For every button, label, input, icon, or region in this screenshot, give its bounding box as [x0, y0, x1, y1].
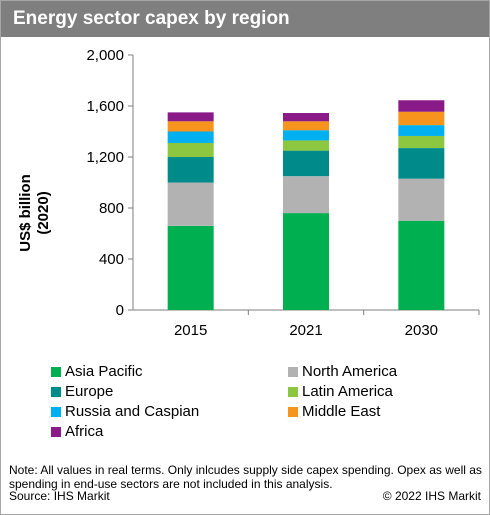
bar-segment: [283, 150, 329, 177]
chart-title: Energy sector capex by region: [13, 8, 290, 29]
legend-swatch: [51, 406, 61, 417]
bar-segment: [167, 131, 214, 143]
y-tick-label: 0: [116, 302, 124, 319]
bar-segment: [283, 140, 329, 151]
chart-plot: US$ billion (2020) 0 400 800 1,200 1,600 2,00…: [17, 47, 480, 339]
legend-item: Africa: [51, 423, 103, 440]
legend-label: Europe: [65, 383, 114, 400]
x-tick-label: 2015: [174, 322, 207, 339]
legend-item: Europe: [51, 383, 113, 400]
bar-segment: [398, 178, 445, 221]
bar-segment: [398, 135, 445, 149]
x-tick-label: 2021: [289, 322, 322, 339]
legend-item: North America: [288, 363, 397, 380]
bar-segment: [283, 130, 329, 141]
legend-swatch: [288, 406, 298, 417]
y-axis-label-line1: US$ billion: [17, 174, 34, 252]
y-tick-label: 1,600: [86, 98, 124, 115]
bar-segment: [167, 225, 214, 310]
source-row: Source: IHS Markit © 2022 IHS Markit: [9, 489, 481, 503]
bar-segment: [398, 111, 445, 126]
copyright-text: © 2022 IHS Markit: [382, 489, 481, 503]
legend-label: Africa: [65, 423, 104, 440]
legend-swatch: [51, 366, 61, 377]
legend-swatch: [288, 366, 298, 377]
y-tick-label: 800: [99, 200, 124, 217]
bar-segment: [398, 148, 445, 179]
bar-segment: [167, 112, 214, 122]
bar-segment: [167, 182, 214, 226]
legend-label: Russia and Caspian: [65, 403, 200, 420]
legend-item: Middle East: [288, 403, 380, 420]
bar-segment: [167, 121, 214, 132]
bar-segment: [283, 113, 329, 122]
x-tick-label: 2030: [405, 322, 438, 339]
legend-swatch: [51, 386, 61, 397]
y-tick-label: 400: [99, 251, 124, 268]
bar-segment: [283, 213, 329, 310]
bar-segment: [398, 220, 445, 310]
bar-segment: [167, 142, 214, 157]
footnote: Note: All values in real terms. Only inl…: [9, 463, 482, 491]
legend-label: Latin America: [302, 383, 393, 400]
legend-swatch: [51, 426, 61, 437]
title-bar: Energy sector capex by region: [1, 1, 489, 37]
legend-item: Latin America: [288, 383, 393, 400]
y-tick-label: 2,000: [86, 47, 124, 64]
legend-item: Russia and Caspian: [51, 403, 199, 420]
legend-label: Middle East: [302, 403, 381, 420]
y-axis-label-line2: (2020): [35, 191, 52, 234]
legend-label: North America: [302, 363, 398, 380]
bar-segment: [283, 121, 329, 131]
bar-segment: [398, 100, 445, 112]
legend-swatch: [288, 386, 298, 397]
legend-item: Asia Pacific: [51, 363, 143, 380]
legend-label: Asia Pacific: [65, 363, 143, 380]
y-tick-label: 1,200: [86, 149, 124, 166]
bar-segment: [167, 157, 214, 183]
source-text: Source: IHS Markit: [9, 489, 110, 503]
bar-segment: [283, 176, 329, 214]
bar-segment: [398, 125, 445, 136]
